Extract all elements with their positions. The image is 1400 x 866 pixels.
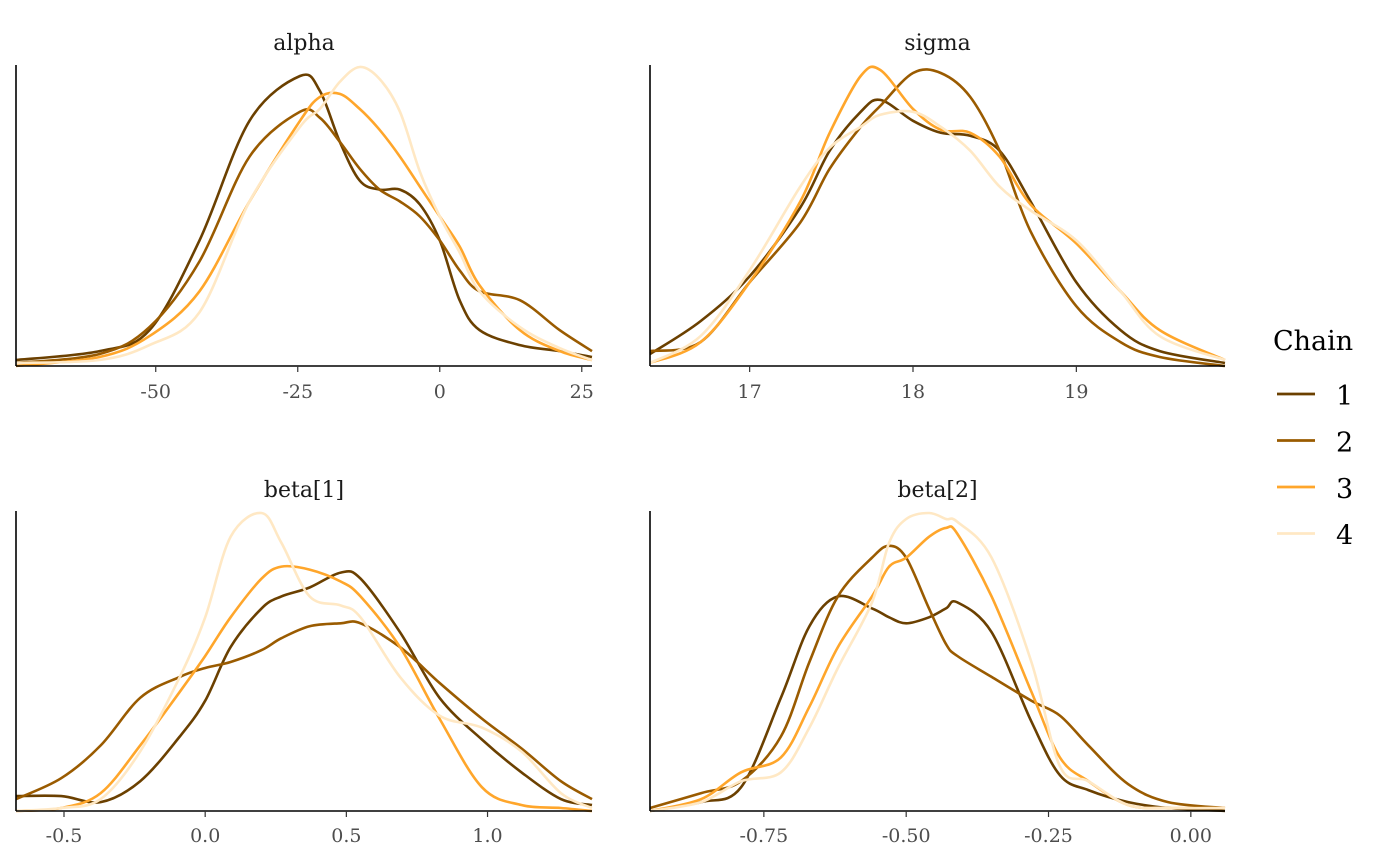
legend-title: Chain [1273,326,1353,357]
x-tick-label: 0.00 [1170,825,1212,847]
panel-title: beta[2] [897,478,977,503]
x-tick-label: -25 [282,381,313,403]
x-tick-label: -0.25 [1024,825,1073,847]
legend-label: 3 [1336,474,1353,505]
density-line-chain-4 [649,511,1226,813]
legend-label: 1 [1336,381,1353,412]
density-line-chain-2 [649,68,1226,368]
density-line-chain-2 [649,544,1226,810]
x-tick-label: 1.0 [472,825,502,847]
x-tick-label: 17 [738,381,762,403]
x-tick-label: 18 [901,381,925,403]
density-line-chain-4 [649,109,1226,365]
legend-label: 2 [1336,428,1353,459]
x-tick-label: 0.0 [190,825,220,847]
x-tick-label: -0.75 [739,825,788,847]
legend-label: 4 [1336,521,1353,552]
x-tick-label: 0 [434,381,446,403]
x-tick-label: -0.50 [882,825,931,847]
density-line-chain-3 [649,525,1226,813]
x-tick-label: -50 [140,381,171,403]
density-line-chain-2 [15,108,593,365]
x-tick-label: 25 [570,381,594,403]
panel-alpha: alpha -50 -25 0 25 [15,31,594,403]
x-tick-label: 0.5 [331,825,361,847]
panel-title: sigma [904,31,970,56]
density-line-chain-1 [15,569,593,807]
panel-title: alpha [273,31,335,56]
density-line-chain-3 [649,65,1226,365]
density-line-chain-1 [15,73,593,362]
density-line-chain-3 [15,564,593,813]
x-tick-label: 19 [1064,381,1088,403]
density-line-chain-4 [15,65,593,365]
panel-sigma: sigma 17 18 19 [649,31,1226,403]
density-line-chain-3 [15,91,593,368]
density-line-chain-4 [15,511,593,813]
density-line-chain-1 [649,98,1226,365]
panel-beta1: beta[1] -0.5 0.0 0.5 1.0 [15,478,593,847]
panel-beta2: beta[2] -0.75 -0.50 -0.25 0.00 [649,478,1226,847]
density-line-chain-1 [649,594,1226,813]
density-line-chain-2 [15,620,593,801]
legend: Chain 1 2 3 4 [1273,326,1353,552]
panel-title: beta[1] [264,478,344,503]
x-tick-label: -0.5 [46,825,83,847]
